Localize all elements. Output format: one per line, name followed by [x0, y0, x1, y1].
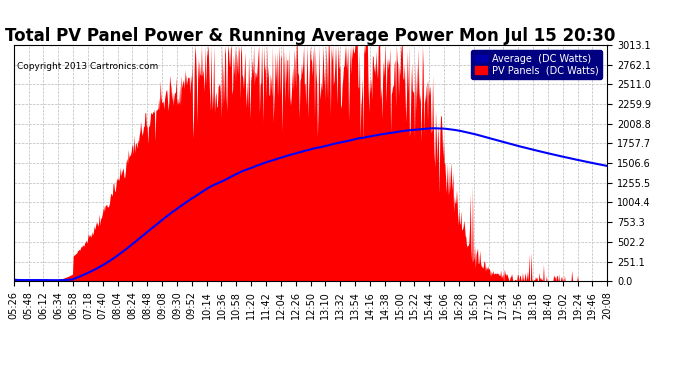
Text: Copyright 2013 Cartronics.com: Copyright 2013 Cartronics.com [17, 62, 158, 70]
Title: Total PV Panel Power & Running Average Power Mon Jul 15 20:30: Total PV Panel Power & Running Average P… [6, 27, 615, 45]
Legend: Average  (DC Watts), PV Panels  (DC Watts): Average (DC Watts), PV Panels (DC Watts) [471, 50, 602, 79]
